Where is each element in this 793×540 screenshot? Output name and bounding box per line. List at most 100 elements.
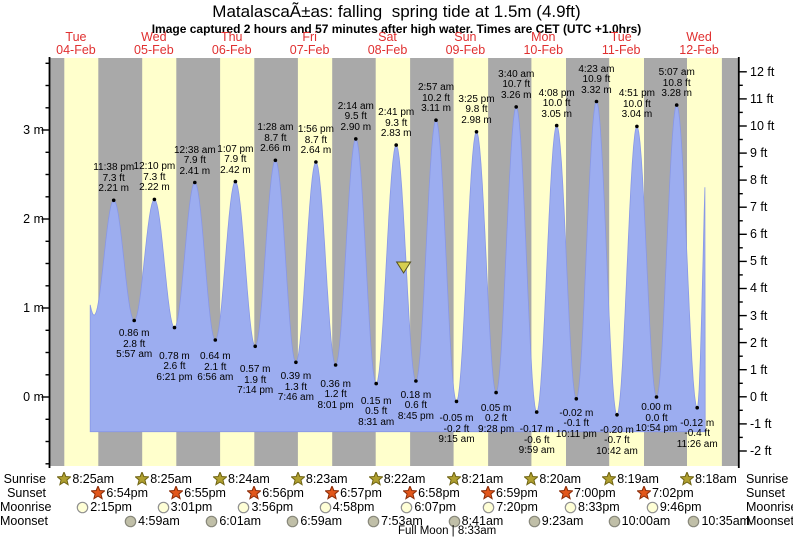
sunrise-star-icon bbox=[524, 472, 539, 486]
star-shape bbox=[247, 486, 262, 500]
star-shape bbox=[325, 486, 340, 500]
tide-extreme-dot bbox=[152, 197, 157, 202]
tide-extreme-dot bbox=[494, 390, 498, 395]
moonrise-circle-icon bbox=[646, 501, 660, 514]
right-axis-label: -1 ft bbox=[750, 416, 772, 431]
moonset-circle-icon bbox=[448, 515, 462, 528]
sunset-time: 6:54pm bbox=[106, 486, 149, 500]
right-axis-label: 9 ft bbox=[750, 146, 768, 161]
star-shape bbox=[524, 472, 539, 486]
star-shape bbox=[135, 472, 150, 486]
sunrise-time: 8:18am bbox=[695, 472, 737, 486]
sunset-event: 6:59pm bbox=[481, 486, 538, 500]
star-shape bbox=[290, 472, 305, 486]
day-label: Fri 07-Feb bbox=[289, 30, 330, 57]
tide-extreme-dot bbox=[333, 363, 338, 367]
moonrise-row-label-right: Moonrise bbox=[746, 500, 793, 514]
sunrise-time: 8:24am bbox=[228, 472, 270, 486]
moonset-event: 8:41am bbox=[448, 514, 504, 528]
day-label: Wed 05-Feb bbox=[134, 30, 174, 57]
sunset-star-icon bbox=[403, 486, 418, 500]
moonset-time: 8:41am bbox=[461, 514, 504, 528]
low-tide-label: 0.05 m 0.2 ft 9:28 pm bbox=[478, 402, 515, 435]
tide-curve-area bbox=[89, 100, 706, 433]
moonset-time: 9:23am bbox=[541, 514, 584, 528]
sunrise-star-icon bbox=[213, 472, 228, 486]
sunrise-row-label-left: Sunrise bbox=[3, 472, 46, 486]
chart-title: MatalascaÃ±as: falling spring tide at 1.… bbox=[212, 2, 581, 21]
day-label: Sun 09-Feb bbox=[445, 30, 486, 57]
sunset-time: 7:02pm bbox=[651, 486, 694, 500]
sunrise-time: 8:21am bbox=[461, 472, 504, 486]
left-axis-label: 1 m bbox=[23, 301, 44, 315]
star-shape bbox=[368, 472, 383, 486]
sunrise-event: 8:24am bbox=[213, 472, 270, 486]
star-shape bbox=[169, 486, 184, 500]
current-level-marker bbox=[395, 261, 412, 274]
tide-extreme-dot bbox=[534, 410, 539, 414]
low-tide-label: 0.39 m 1.3 ft 7:46 am bbox=[277, 371, 314, 404]
moonset-time: 10:00am bbox=[621, 514, 671, 528]
tide-extreme-dot bbox=[654, 395, 659, 399]
tide-extreme-dot bbox=[132, 318, 136, 323]
tide-extreme-dot bbox=[314, 160, 318, 164]
star-shape bbox=[602, 472, 617, 486]
tide-extreme-dot bbox=[294, 360, 298, 365]
low-tide-label: -0.02 m -0.1 ft 10:11 pm bbox=[555, 407, 597, 440]
moonrise-time: 4:58pm bbox=[332, 500, 375, 514]
tide-extreme-dot bbox=[574, 397, 579, 401]
low-tide-label: 0.57 m 1.9 ft 7:14 pm bbox=[237, 364, 274, 397]
sunrise-time: 8:22am bbox=[383, 472, 426, 486]
tide-extreme-dot bbox=[273, 158, 278, 163]
tide-extreme-dot bbox=[594, 99, 599, 104]
high-tide-label: 1:56 pm 8.7 ft 2.64 m bbox=[297, 124, 334, 157]
high-tide-label: 4:51 pm 10.0 ft 3.04 m bbox=[618, 88, 655, 121]
day-label: Wed 12-Feb bbox=[679, 30, 719, 57]
sunset-time: 6:55pm bbox=[184, 486, 226, 500]
sunset-event: 6:58pm bbox=[403, 486, 460, 500]
moonset-time: 10:35am bbox=[701, 514, 751, 528]
tide-extreme-dot bbox=[635, 124, 639, 129]
sunrise-row-label-right: Sunrise bbox=[746, 472, 789, 486]
star-shape bbox=[57, 472, 72, 486]
sunset-time: 6:58pm bbox=[418, 486, 460, 500]
low-tide-label: 0.64 m 2.1 ft 6:56 am bbox=[197, 351, 234, 384]
left-axis-label: 0 m bbox=[23, 390, 44, 404]
right-axis-label: 1 ft bbox=[750, 362, 768, 377]
sunrise-event: 8:22am bbox=[368, 472, 426, 486]
moonrise-event: 6:07pm bbox=[400, 500, 456, 514]
sunset-event: 6:57pm bbox=[325, 486, 382, 500]
star-shape bbox=[446, 472, 461, 486]
right-axis-label: 11 ft bbox=[750, 91, 774, 106]
sunset-star-icon bbox=[325, 486, 340, 500]
tide-extreme-dot bbox=[172, 325, 177, 330]
right-axis-label: 4 ft bbox=[750, 281, 768, 296]
tide-extreme-dot bbox=[111, 198, 116, 203]
sunrise-time: 8:25am bbox=[72, 472, 115, 486]
moonset-event: 6:01am bbox=[205, 514, 261, 528]
tide-extreme-dot bbox=[253, 344, 257, 349]
sunrise-star-icon bbox=[135, 472, 150, 486]
moonrise-circle-icon bbox=[157, 501, 171, 514]
right-axis-label: 10 ft bbox=[750, 118, 775, 133]
sunrise-event: 8:20am bbox=[524, 472, 581, 486]
tide-extreme-dot bbox=[554, 123, 559, 128]
moonrise-circle-icon bbox=[319, 501, 333, 514]
high-tide-label: 11:38 pm 7.3 ft 2.21 m bbox=[93, 162, 135, 195]
moonset-time: 6:01am bbox=[219, 514, 262, 528]
sunrise-event: 8:19am bbox=[602, 472, 659, 486]
day-label: Thu 06-Feb bbox=[211, 30, 252, 57]
moon-shape bbox=[319, 501, 332, 513]
moonset-event: 10:00am bbox=[608, 514, 671, 528]
moonset-event: 4:59am bbox=[124, 514, 180, 528]
tide-extreme-dot bbox=[615, 413, 619, 417]
high-tide-label: 4:08 pm 10.0 ft 3.05 m bbox=[538, 87, 575, 120]
moon-shape bbox=[448, 515, 460, 527]
moonrise-event: 8:33pm bbox=[564, 500, 620, 514]
moon-shape bbox=[482, 501, 495, 513]
moonrise-circle-icon bbox=[482, 501, 496, 514]
moon-shape bbox=[367, 515, 380, 527]
low-tide-label: 0.15 m 0.5 ft 8:31 am bbox=[358, 395, 395, 428]
